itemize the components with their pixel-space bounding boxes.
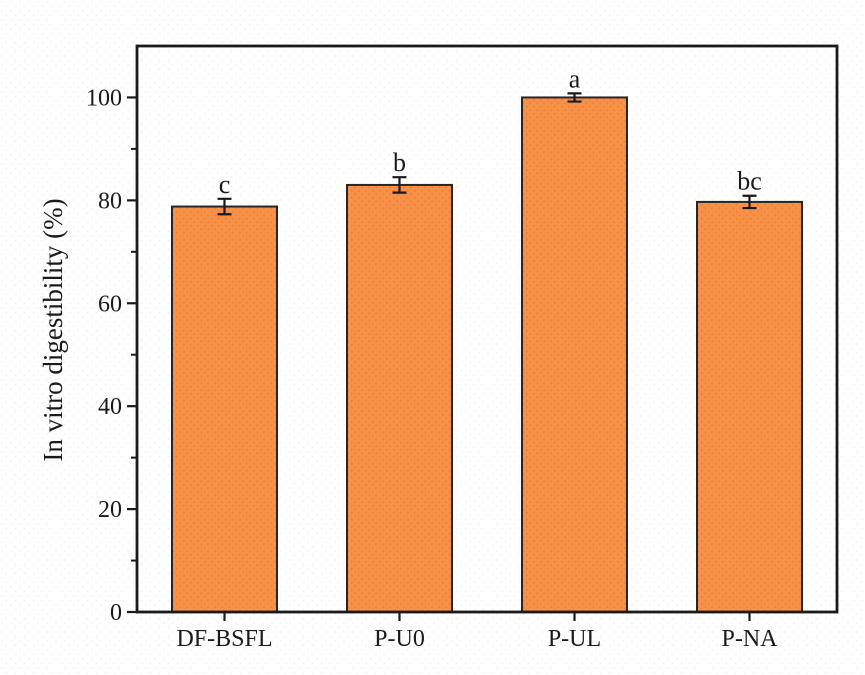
x-category-label-P-NA: P-NA (721, 626, 778, 652)
y-tick-label: 80 (98, 188, 122, 214)
x-category-label-DF-BSFL: DF-BSFL (176, 626, 272, 652)
x-category-label-P-U0: P-U0 (374, 626, 425, 652)
significance-letter-P-NA: bc (737, 167, 762, 196)
y-tick-label: 60 (98, 291, 122, 317)
y-tick-label: 0 (110, 600, 122, 626)
error-bar-P-U0 (392, 176, 407, 194)
y-tick-label: 40 (98, 394, 122, 420)
chart-plot-area: c b a bc 0 20 40 60 80 100 DF-BSFL P-U0 P-UL P-NA (86, 44, 839, 652)
error-bar-DF-BSFL (217, 197, 232, 216)
x-category-label-P-UL: P-UL (548, 626, 601, 652)
plot-frame (135, 44, 839, 614)
error-bar-P-UL (567, 92, 582, 103)
significance-letter-P-UL: a (569, 64, 581, 93)
bar-DF-BSFL (171, 205, 278, 613)
y-axis-title: In vitro digestibility (%) (38, 198, 68, 461)
significance-letter-P-U0: b (393, 148, 406, 177)
error-bar-P-NA (742, 194, 757, 210)
bar-P-UL (521, 96, 628, 614)
y-tick-label: 20 (98, 497, 122, 523)
bar-P-NA (696, 200, 803, 613)
bar-P-U0 (346, 183, 453, 613)
significance-letter-DF-BSFL: c (219, 170, 231, 199)
y-tick-label: 100 (86, 85, 122, 111)
